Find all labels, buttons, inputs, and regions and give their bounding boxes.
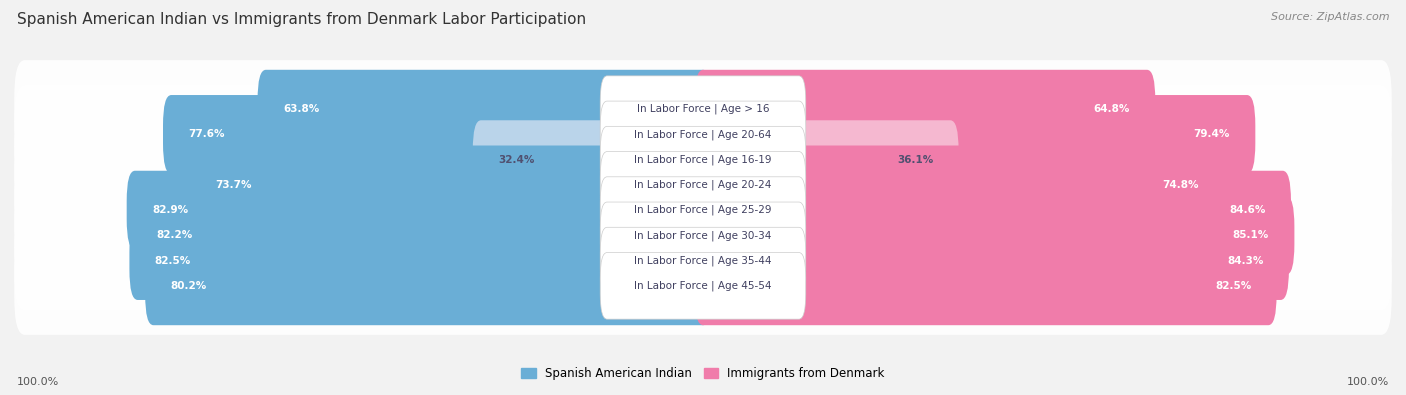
FancyBboxPatch shape: [145, 246, 711, 325]
Text: 85.1%: 85.1%: [1233, 230, 1270, 241]
Legend: Spanish American Indian, Immigrants from Denmark: Spanish American Indian, Immigrants from…: [516, 363, 890, 385]
Text: In Labor Force | Age 16-19: In Labor Force | Age 16-19: [634, 154, 772, 165]
Text: 77.6%: 77.6%: [188, 130, 225, 139]
FancyBboxPatch shape: [695, 171, 1291, 250]
FancyBboxPatch shape: [14, 237, 1392, 335]
FancyBboxPatch shape: [14, 136, 1392, 234]
Text: In Labor Force | Age 45-54: In Labor Force | Age 45-54: [634, 280, 772, 291]
FancyBboxPatch shape: [600, 126, 806, 193]
FancyBboxPatch shape: [257, 70, 711, 149]
FancyBboxPatch shape: [695, 196, 1295, 275]
Text: 32.4%: 32.4%: [498, 154, 534, 165]
Text: 82.5%: 82.5%: [155, 256, 191, 265]
Text: 80.2%: 80.2%: [170, 281, 207, 291]
FancyBboxPatch shape: [14, 60, 1392, 158]
FancyBboxPatch shape: [14, 186, 1392, 284]
FancyBboxPatch shape: [600, 76, 806, 143]
Text: Spanish American Indian vs Immigrants from Denmark Labor Participation: Spanish American Indian vs Immigrants fr…: [17, 12, 586, 27]
FancyBboxPatch shape: [695, 221, 1289, 300]
FancyBboxPatch shape: [600, 101, 806, 168]
FancyBboxPatch shape: [600, 202, 806, 269]
Text: In Labor Force | Age 20-64: In Labor Force | Age 20-64: [634, 129, 772, 140]
Text: In Labor Force | Age 30-34: In Labor Force | Age 30-34: [634, 230, 772, 241]
Text: In Labor Force | Age 35-44: In Labor Force | Age 35-44: [634, 255, 772, 266]
FancyBboxPatch shape: [600, 227, 806, 294]
FancyBboxPatch shape: [132, 196, 711, 275]
FancyBboxPatch shape: [163, 95, 711, 174]
FancyBboxPatch shape: [14, 212, 1392, 310]
FancyBboxPatch shape: [695, 95, 1256, 174]
Text: 84.3%: 84.3%: [1227, 256, 1264, 265]
Text: 63.8%: 63.8%: [283, 104, 319, 114]
Text: 82.2%: 82.2%: [157, 230, 193, 241]
FancyBboxPatch shape: [600, 152, 806, 218]
Text: 100.0%: 100.0%: [17, 377, 59, 387]
Text: In Labor Force | Age 25-29: In Labor Force | Age 25-29: [634, 205, 772, 215]
FancyBboxPatch shape: [600, 177, 806, 243]
FancyBboxPatch shape: [472, 120, 711, 199]
FancyBboxPatch shape: [190, 145, 711, 224]
FancyBboxPatch shape: [695, 246, 1277, 325]
FancyBboxPatch shape: [695, 120, 959, 199]
FancyBboxPatch shape: [14, 85, 1392, 183]
Text: 79.4%: 79.4%: [1194, 130, 1230, 139]
Text: 36.1%: 36.1%: [897, 154, 934, 165]
Text: 100.0%: 100.0%: [1347, 377, 1389, 387]
Text: 74.8%: 74.8%: [1161, 180, 1198, 190]
FancyBboxPatch shape: [127, 171, 711, 250]
Text: In Labor Force | Age > 16: In Labor Force | Age > 16: [637, 104, 769, 115]
Text: 73.7%: 73.7%: [215, 180, 252, 190]
FancyBboxPatch shape: [14, 111, 1392, 209]
Text: 84.6%: 84.6%: [1229, 205, 1265, 215]
Text: 82.9%: 82.9%: [152, 205, 188, 215]
Text: 64.8%: 64.8%: [1094, 104, 1130, 114]
FancyBboxPatch shape: [129, 221, 711, 300]
FancyBboxPatch shape: [695, 70, 1156, 149]
FancyBboxPatch shape: [600, 252, 806, 319]
Text: In Labor Force | Age 20-24: In Labor Force | Age 20-24: [634, 180, 772, 190]
FancyBboxPatch shape: [695, 145, 1223, 224]
FancyBboxPatch shape: [14, 161, 1392, 259]
Text: Source: ZipAtlas.com: Source: ZipAtlas.com: [1271, 12, 1389, 22]
Text: 82.5%: 82.5%: [1215, 281, 1251, 291]
